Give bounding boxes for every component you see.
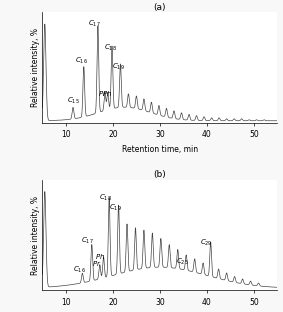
Title: (a): (a) — [154, 3, 166, 12]
Title: (b): (b) — [153, 170, 166, 179]
Text: $C_{\mathregular{19}}$: $C_{\mathregular{19}}$ — [112, 62, 125, 72]
Text: $C_{\mathregular{19}}$: $C_{\mathregular{19}}$ — [109, 202, 122, 213]
Text: $C_{\mathregular{18}}$: $C_{\mathregular{18}}$ — [99, 193, 112, 203]
Y-axis label: Relative intensity, %: Relative intensity, % — [31, 28, 40, 107]
Text: $C_{\mathregular{18}}$: $C_{\mathregular{18}}$ — [104, 43, 117, 53]
Y-axis label: Relative intensity, %: Relative intensity, % — [31, 196, 40, 275]
Text: $\mathit{Ph}$: $\mathit{Ph}$ — [102, 89, 112, 98]
Text: $C_{\mathregular{25}}$: $C_{\mathregular{25}}$ — [176, 257, 189, 267]
Text: $C_{\mathregular{29}}$: $C_{\mathregular{29}}$ — [200, 237, 212, 248]
X-axis label: Retention time, min: Retention time, min — [122, 145, 198, 154]
Text: $C_{\mathregular{16}}$: $C_{\mathregular{16}}$ — [75, 56, 88, 66]
Text: $C_{\mathregular{17}}$: $C_{\mathregular{17}}$ — [81, 236, 93, 246]
Text: $C_{\mathregular{16}}$: $C_{\mathregular{16}}$ — [73, 265, 85, 275]
Text: $\mathit{Pr}$: $\mathit{Pr}$ — [98, 89, 107, 98]
Text: $C_{\mathregular{17}}$: $C_{\mathregular{17}}$ — [88, 19, 100, 29]
Text: $\mathit{Pr}$: $\mathit{Pr}$ — [92, 259, 101, 268]
Text: $C_{\mathregular{15}}$: $C_{\mathregular{15}}$ — [67, 96, 79, 106]
Text: $\mathit{Ph}$: $\mathit{Ph}$ — [95, 252, 105, 261]
